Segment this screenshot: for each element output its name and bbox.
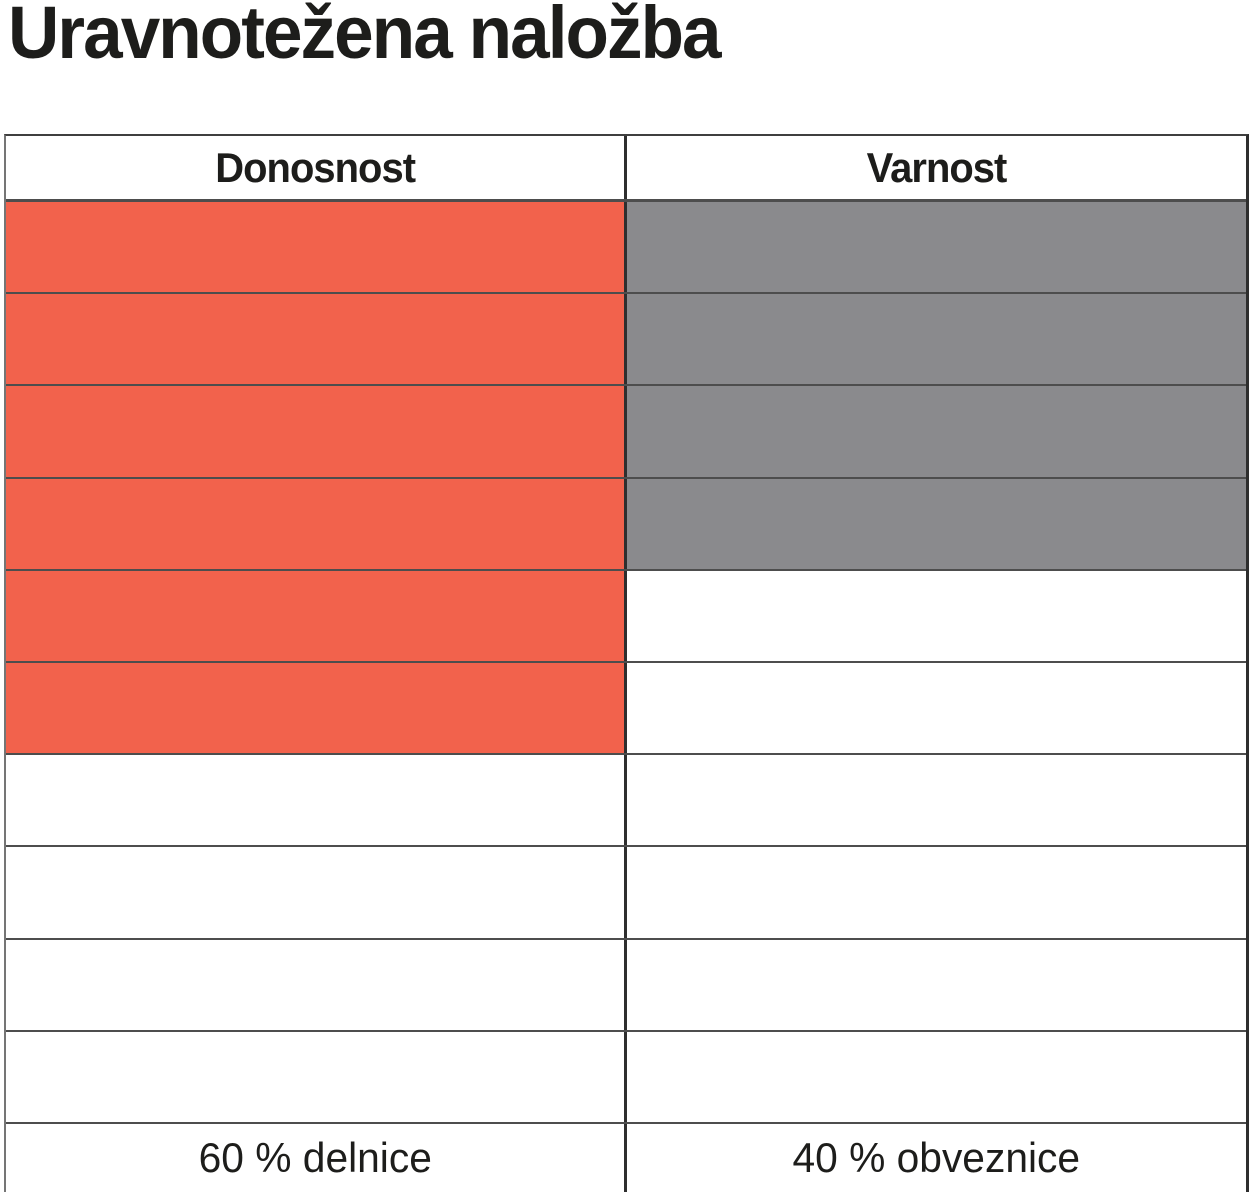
column-header-varnost-label: Varnost	[866, 143, 1008, 191]
footer-label-stocks: 60 % delnice	[198, 1134, 432, 1181]
table-row	[6, 755, 1246, 848]
page-title: Uravnotežena naložba	[8, 0, 749, 70]
column-header-donosnost-label: Donosnost	[215, 143, 416, 191]
page-title-text: Uravnotežena naložba	[8, 0, 722, 74]
table-row	[6, 847, 1246, 940]
cell-varnost-empty	[627, 847, 1246, 937]
cell-varnost-empty	[627, 755, 1246, 845]
footer-label-bonds: 40 % obveznice	[792, 1134, 1081, 1181]
table-row	[6, 663, 1246, 756]
cell-donosnost-empty	[6, 939, 627, 1030]
table-row	[6, 386, 1246, 479]
cell-varnost-empty	[627, 663, 1246, 753]
cell-donosnost-empty	[6, 1031, 627, 1123]
table-header-row: Donosnost Varnost	[6, 136, 1246, 202]
cell-donosnost-filled	[6, 478, 627, 569]
cell-donosnost-filled	[6, 663, 627, 754]
cell-donosnost-filled	[6, 570, 627, 662]
cell-varnost-empty	[627, 940, 1246, 1030]
table-row	[6, 478, 1246, 571]
cell-donosnost-empty	[6, 755, 627, 846]
cell-varnost-filled	[627, 478, 1246, 569]
table-row	[6, 939, 1246, 1032]
cell-varnost-empty	[627, 571, 1246, 661]
cell-donosnost-empty	[6, 847, 627, 938]
table-row	[6, 1031, 1246, 1125]
table-row	[6, 202, 1246, 295]
cell-varnost-filled	[627, 294, 1246, 385]
cell-varnost-empty	[627, 1032, 1246, 1122]
cell-varnost-filled	[627, 202, 1246, 293]
cell-varnost-filled	[627, 386, 1246, 477]
cell-donosnost-filled	[6, 386, 627, 477]
table-footer-row: 60 % delnice 40 % obveznice	[6, 1124, 1246, 1192]
column-header-donosnost: Donosnost	[6, 136, 627, 199]
allocation-table: Donosnost Varnost 60 % delnice 40 % obve…	[4, 134, 1249, 1192]
cell-donosnost-filled	[6, 294, 627, 385]
table-row	[6, 570, 1246, 664]
table-body	[6, 202, 1246, 1125]
column-header-varnost: Varnost	[627, 136, 1246, 199]
cell-donosnost-filled	[6, 202, 627, 293]
table-row	[6, 294, 1246, 387]
footer-cell-stocks: 60 % delnice	[6, 1124, 627, 1192]
footer-cell-bonds: 40 % obveznice	[627, 1124, 1246, 1192]
